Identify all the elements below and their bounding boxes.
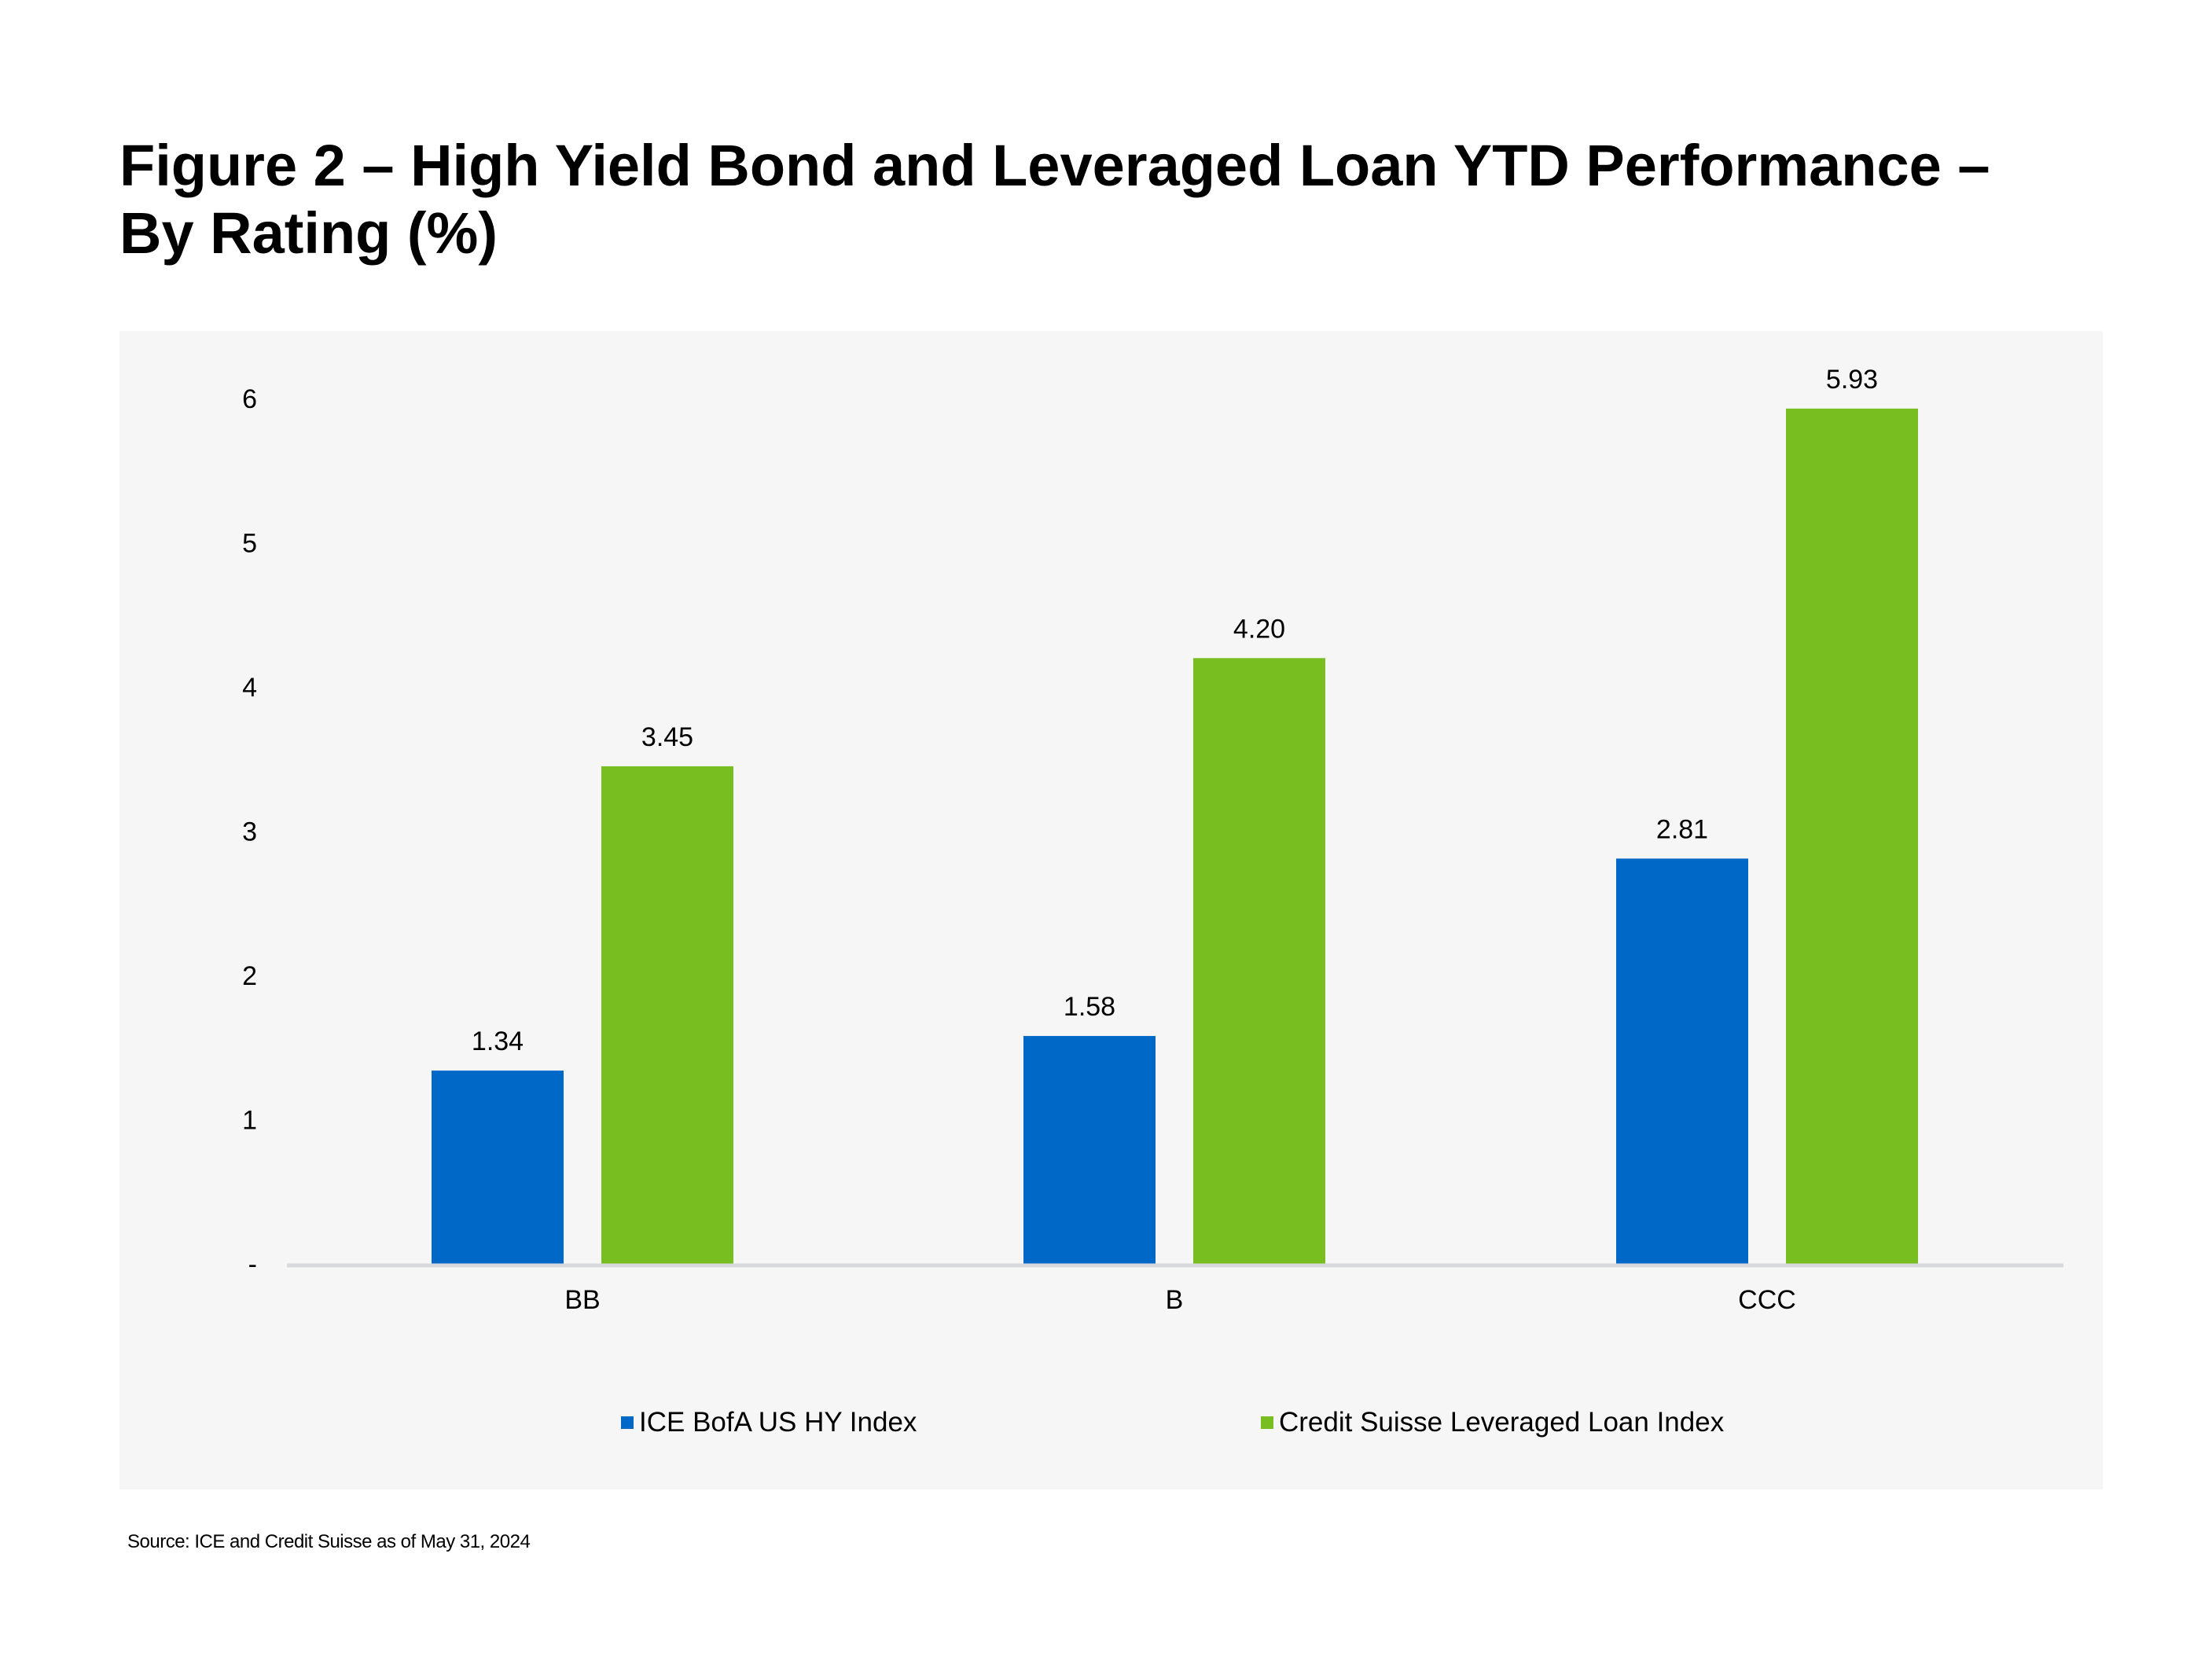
x-tick-label: B bbox=[1166, 1285, 1184, 1315]
source-note: Source: ICE and Credit Suisse as of May … bbox=[127, 1531, 531, 1552]
chart-title-line-1: Figure 2 – High Yield Bond and Leveraged… bbox=[119, 133, 1990, 198]
x-tick-label: CCC bbox=[1738, 1285, 1796, 1315]
bar-ccc-cs bbox=[1786, 408, 1918, 1264]
y-tick-label: 1 bbox=[242, 1106, 257, 1136]
bar-b-ice bbox=[1023, 1036, 1156, 1264]
data-label: 5.93 bbox=[1826, 365, 1878, 395]
data-label: 1.34 bbox=[472, 1026, 524, 1056]
y-tick-label: 2 bbox=[242, 961, 257, 991]
data-label: 3.45 bbox=[641, 722, 693, 752]
bar-b-cs bbox=[1193, 658, 1325, 1264]
chart-title-line-2: By Rating (%) bbox=[119, 200, 498, 266]
bar-ccc-ice bbox=[1616, 858, 1748, 1264]
bar-bb-ice bbox=[432, 1071, 564, 1264]
legend-swatch-cs bbox=[1261, 1416, 1273, 1429]
data-label: 4.20 bbox=[1233, 614, 1285, 644]
data-label: 2.81 bbox=[1656, 814, 1708, 844]
bar-bb-cs bbox=[601, 766, 733, 1264]
legend-swatch-ice bbox=[621, 1416, 634, 1429]
y-tick-label: 4 bbox=[242, 673, 257, 703]
chart-panel: -1 2 3 4 5 6 1.34 1.58 2.81 3.45 4.20 5.93 BB B CCC ICE… bbox=[119, 331, 2103, 1489]
data-label: 1.58 bbox=[1064, 992, 1115, 1022]
y-tick-label: - bbox=[248, 1250, 257, 1280]
y-tick-label: 5 bbox=[242, 529, 257, 559]
y-tick-label: 6 bbox=[242, 384, 257, 414]
legend-label-cs: Credit Suisse Leveraged Loan Index bbox=[1279, 1407, 1725, 1438]
y-tick-label: 3 bbox=[242, 817, 257, 847]
chart-title: Figure 2 – High Yield Bond and Leveraged… bbox=[119, 132, 2132, 267]
legend-label-ice: ICE BofA US HY Index bbox=[639, 1407, 917, 1438]
x-tick-label: BB bbox=[564, 1285, 600, 1315]
